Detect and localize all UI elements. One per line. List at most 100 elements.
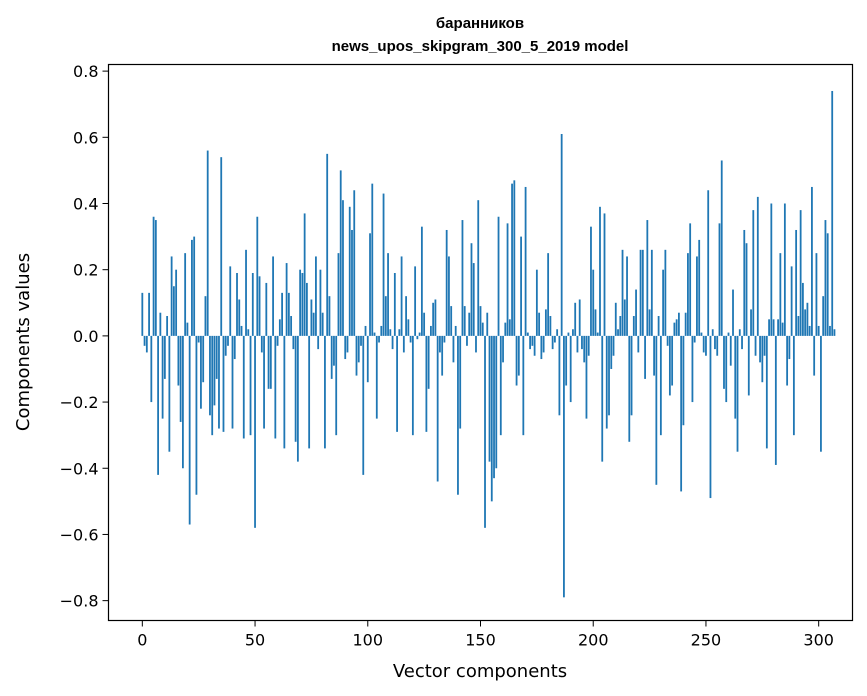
bar xyxy=(650,249,653,336)
bar xyxy=(759,335,761,363)
bar xyxy=(820,335,822,452)
bar xyxy=(666,335,669,346)
bar xyxy=(705,335,707,356)
y-axis: −0.8 −0.6 −0.4 −0.2 0.0 0.2 0.4 0.6 0.8 xyxy=(60,62,109,611)
bar xyxy=(558,335,561,416)
bar xyxy=(630,335,633,416)
bar xyxy=(278,319,281,336)
bar xyxy=(718,223,721,336)
bar xyxy=(603,213,606,336)
bar xyxy=(653,335,655,376)
bar xyxy=(218,335,220,429)
bar xyxy=(484,335,486,528)
bar xyxy=(179,335,182,422)
bar xyxy=(608,335,610,416)
bar xyxy=(402,335,405,353)
bar xyxy=(326,153,329,336)
bar xyxy=(420,226,423,336)
y-tick-label: −0.6 xyxy=(60,525,99,544)
bar xyxy=(544,309,547,336)
bar xyxy=(822,296,825,336)
bar xyxy=(306,282,308,336)
bar xyxy=(242,335,245,439)
bar xyxy=(815,253,818,336)
bar xyxy=(678,312,680,336)
bar xyxy=(281,292,283,336)
bar xyxy=(285,263,288,336)
bar xyxy=(644,335,646,379)
y-tick-label: −0.2 xyxy=(60,393,99,412)
bar xyxy=(260,335,263,353)
bar xyxy=(303,213,306,336)
bar xyxy=(382,193,385,336)
bar xyxy=(772,319,775,336)
bar xyxy=(554,335,556,343)
bar xyxy=(565,335,568,386)
x-axis-label: Vector components xyxy=(393,661,567,682)
bar xyxy=(725,335,728,403)
bar xyxy=(720,160,723,336)
bar xyxy=(432,302,435,336)
bar xyxy=(161,335,164,419)
bar xyxy=(290,316,293,336)
bar xyxy=(590,226,592,336)
bar xyxy=(779,253,782,336)
bar xyxy=(434,299,437,336)
bar xyxy=(526,332,529,336)
bar xyxy=(632,316,635,336)
bar xyxy=(222,335,225,432)
x-tick-label: 250 xyxy=(691,631,722,650)
bar xyxy=(497,216,500,336)
bar xyxy=(829,325,831,336)
bar xyxy=(786,335,789,386)
bar xyxy=(542,335,545,353)
bar xyxy=(375,335,378,419)
bar xyxy=(407,319,410,336)
bar xyxy=(351,229,353,336)
bar xyxy=(294,335,297,442)
bar xyxy=(369,233,371,336)
bar xyxy=(182,335,184,469)
bar xyxy=(531,335,534,346)
bar xyxy=(366,335,369,383)
bar xyxy=(655,335,658,485)
bar xyxy=(623,299,626,336)
x-tick-label: 150 xyxy=(465,631,496,650)
bar xyxy=(445,229,448,336)
bar xyxy=(450,306,453,336)
bar xyxy=(802,282,804,336)
bar xyxy=(468,312,471,336)
bar xyxy=(691,335,694,403)
bar xyxy=(346,335,349,353)
bar xyxy=(596,332,599,336)
bar xyxy=(601,335,604,462)
bar xyxy=(556,329,559,336)
x-axis: 0 50 100 150 200 250 300 xyxy=(137,620,834,650)
bar xyxy=(517,335,520,376)
bar xyxy=(163,335,166,379)
bar xyxy=(267,335,270,389)
bar xyxy=(466,335,468,346)
bar xyxy=(664,249,667,336)
bar xyxy=(515,335,518,386)
bar xyxy=(170,256,173,336)
bar xyxy=(777,319,779,336)
bar xyxy=(287,292,290,336)
bar xyxy=(215,335,218,379)
bar xyxy=(321,312,324,336)
bar xyxy=(166,316,169,336)
bar xyxy=(342,200,344,336)
bar xyxy=(490,335,493,502)
bar xyxy=(797,316,800,336)
bar xyxy=(689,223,692,336)
bar xyxy=(781,322,784,336)
bar xyxy=(585,335,588,419)
bar xyxy=(443,335,446,343)
bar xyxy=(423,312,426,336)
bar xyxy=(578,299,581,336)
bar xyxy=(452,335,455,363)
bar xyxy=(594,309,597,336)
bar xyxy=(335,335,338,436)
bar xyxy=(682,335,685,426)
